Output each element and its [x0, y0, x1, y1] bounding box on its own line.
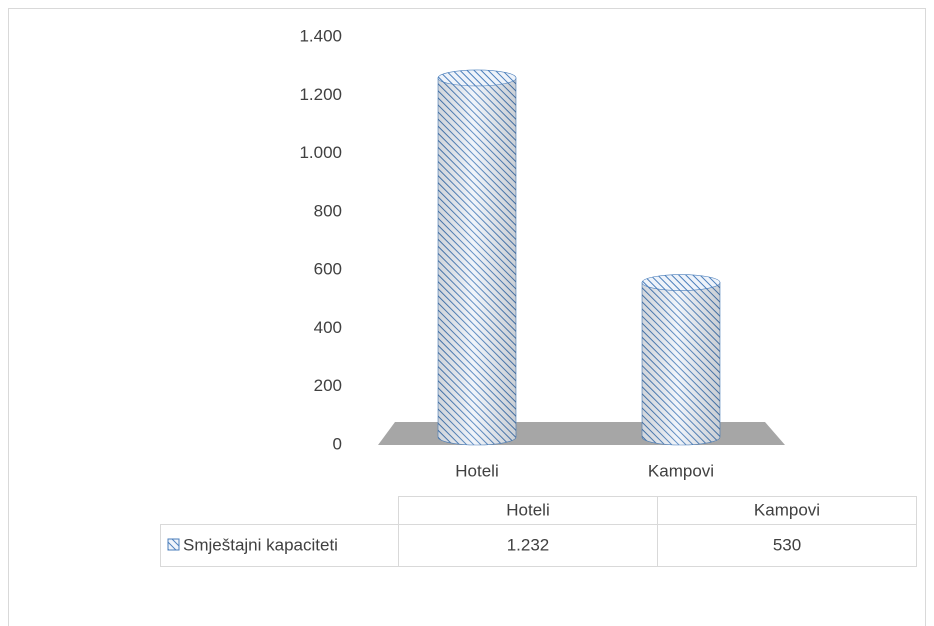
table-header: Hoteli — [506, 500, 549, 519]
table-header: Kampovi — [754, 500, 820, 519]
cylinder-top — [641, 274, 721, 291]
y-tick-label: 800 — [314, 201, 342, 220]
y-tick-label: 600 — [314, 260, 342, 279]
x-tick-label: Hoteli — [455, 461, 498, 480]
y-tick-label: 1.200 — [299, 85, 342, 104]
y-tick-label: 200 — [314, 376, 342, 395]
legend-label: Smještajni kapaciteti — [183, 535, 338, 554]
cylinder-top — [437, 69, 517, 87]
table-value: 1.232 — [507, 535, 550, 554]
table-value: 530 — [773, 535, 801, 554]
cylinder-shade — [438, 77, 516, 446]
x-tick-label: Kampovi — [648, 461, 714, 480]
chart-border — [8, 8, 926, 626]
cylinder-shade — [642, 282, 720, 445]
y-tick-label: 400 — [314, 318, 342, 337]
y-tick-label: 0 — [333, 434, 342, 453]
table-row-border — [160, 524, 917, 567]
y-tick-label: 1.400 — [299, 26, 342, 45]
legend-swatch — [167, 538, 180, 551]
y-tick-label: 1.000 — [299, 143, 342, 162]
